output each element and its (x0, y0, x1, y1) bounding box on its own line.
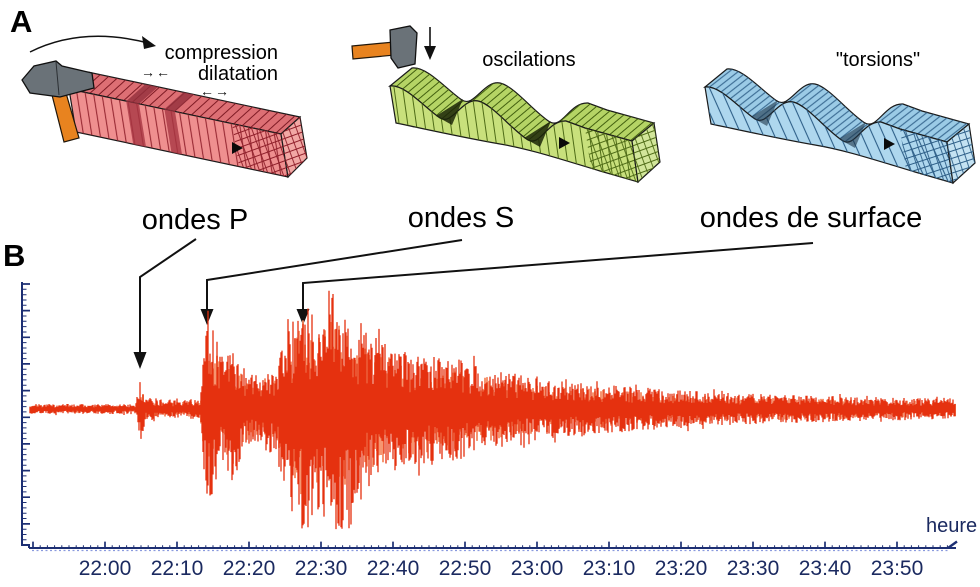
x-tick-label: 22:30 (294, 557, 348, 580)
x-tick-label: 22:10 (150, 557, 204, 580)
trace-path (29, 290, 956, 530)
x-tick-label: 23:20 (654, 557, 708, 580)
compression-block-illustration (67, 71, 308, 179)
x-tick-label: 23:30 (726, 557, 780, 580)
axis-tick (22, 283, 898, 548)
surface-wave-pointer (296, 242, 814, 325)
caption-compression: compression (164, 42, 278, 64)
compression-arrows-icon: →← (141, 64, 171, 80)
x-tick-label: 22:50 (438, 557, 492, 580)
x-tick-label: 23:40 (798, 557, 852, 580)
curved-rotation-arrow-icon (29, 35, 156, 53)
s-wave-pointer (200, 239, 463, 325)
ondes-s-label: ondes S (407, 202, 515, 234)
oscillation-block-illustration (387, 67, 661, 184)
x-tick-label: 22:00 (78, 557, 132, 580)
dilatation-arrows-icon: ←→ (200, 83, 230, 99)
oscillation-block-caption: oscilations (482, 49, 576, 71)
direction-marker-icon (884, 138, 895, 150)
seismogram-trace (29, 290, 956, 530)
x-tick-label: 23:00 (510, 557, 564, 580)
p-wave-pointer (133, 238, 197, 369)
x-axis-label: heure (926, 515, 978, 537)
x-tick-label: 23:50 (870, 557, 924, 580)
ondes-de-surface-label: ondes de surface (699, 202, 923, 234)
caption-dilatation: dilatation (197, 63, 278, 85)
x-tick-label: 23:10 (582, 557, 636, 580)
panel-b-label: B (3, 238, 26, 273)
hammer-icon (351, 25, 418, 69)
impact-down-arrow-icon (424, 27, 436, 60)
torsion-block-illustration (702, 68, 976, 185)
x-tick-label: 22:40 (366, 557, 420, 580)
ondes-p-label: ondes P (141, 204, 249, 236)
seismogram-axes (21, 282, 958, 552)
x-tick-label: 22:20 (222, 557, 276, 580)
torsion-block-caption: "torsions" (835, 49, 921, 71)
compression-block-caption: compression dilatation (128, 43, 278, 85)
hammer-icon (21, 60, 95, 143)
direction-marker-icon (559, 137, 570, 149)
direction-marker-icon (232, 142, 243, 154)
panel-a-label: A (10, 4, 33, 39)
axis-tick (22, 288, 948, 548)
